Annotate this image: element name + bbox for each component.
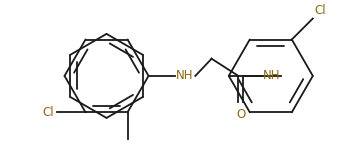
- Text: Cl: Cl: [42, 106, 54, 119]
- Text: Cl: Cl: [315, 4, 326, 17]
- Text: NH: NH: [176, 69, 193, 82]
- Text: NH: NH: [263, 69, 281, 82]
- Text: O: O: [236, 108, 245, 121]
